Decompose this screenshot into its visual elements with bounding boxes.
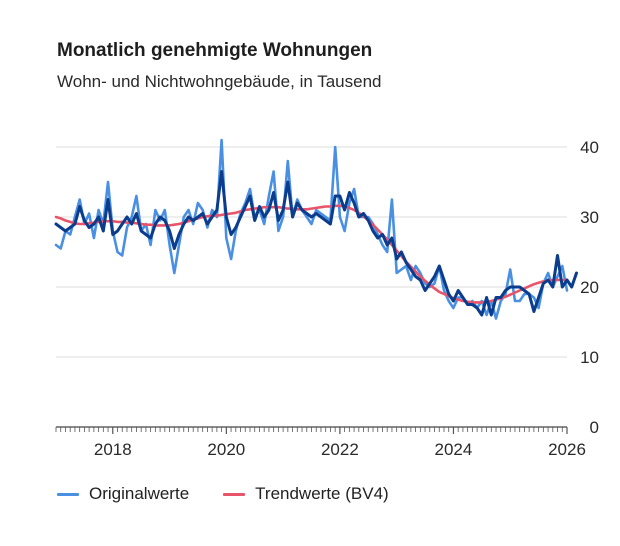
series-line-trend xyxy=(54,204,569,304)
x-tick-label: 2022 xyxy=(321,440,359,459)
x-tick-label: 2026 xyxy=(548,440,586,459)
x-axis: 2018 2020 2022 2024 2026 xyxy=(55,426,586,459)
y-tick-label: 10 xyxy=(580,348,599,367)
x-tick-label: 2024 xyxy=(435,440,473,459)
y-tick-label: 30 xyxy=(580,208,599,227)
legend-label-original: Originalwerte xyxy=(89,484,190,503)
series-line-seasonally-adjusted xyxy=(54,170,578,317)
chart-title: Monatlich genehmigte Wohnungen xyxy=(57,40,373,61)
legend-swatch-original xyxy=(57,492,79,496)
x-tick-label: 2020 xyxy=(207,440,245,459)
y-tick-label: 40 xyxy=(580,138,599,157)
series-lines xyxy=(54,138,578,320)
legend-label-trend: Trendwerte (BV4) xyxy=(255,484,389,503)
line-chart: 2018 2020 2022 2024 2026 0 10 20 30 40 xyxy=(54,138,599,459)
y-axis: 0 10 20 30 40 xyxy=(580,138,599,437)
legend: Originalwerte Trendwerte (BV4) xyxy=(57,484,389,504)
y-tick-label: 0 xyxy=(590,418,599,437)
x-tick-label: 2018 xyxy=(94,440,132,459)
legend-swatch-trend xyxy=(223,492,246,496)
chart-subtitle: Wohn- und Nichtwohngebäude, in Tausend xyxy=(57,72,382,91)
legend-item-trend[interactable]: Trendwerte (BV4) xyxy=(223,484,389,504)
y-tick-label: 20 xyxy=(580,278,599,297)
series-line-original xyxy=(54,138,569,320)
legend-item-original[interactable]: Originalwerte xyxy=(57,484,189,504)
gridlines xyxy=(56,146,567,358)
